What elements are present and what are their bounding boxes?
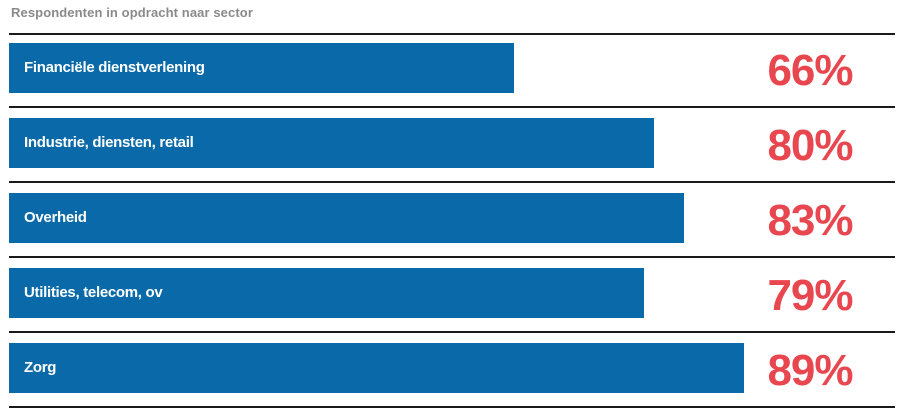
bar [9, 343, 744, 393]
bar-label: Financiële dienstverlening [24, 59, 205, 76]
bar [9, 118, 654, 168]
bar-label: Zorg [24, 359, 57, 376]
value-label: 66% [767, 46, 853, 95]
bar [9, 43, 514, 93]
value-label: 89% [767, 346, 853, 395]
bar-label: Utilities, telecom, ov [24, 284, 163, 301]
bar [9, 193, 684, 243]
row-divider [9, 181, 895, 183]
row-divider [9, 331, 895, 333]
value-label: 79% [767, 271, 853, 320]
row-divider [9, 33, 895, 35]
row-divider [9, 256, 895, 258]
row-divider [9, 106, 895, 108]
bar [9, 268, 644, 318]
value-label: 80% [767, 121, 853, 170]
row-divider [9, 406, 895, 408]
chart-subtitle: Respondenten in opdracht naar sector [11, 5, 253, 20]
bar-label: Industrie, diensten, retail [24, 134, 194, 151]
value-label: 83% [767, 196, 853, 245]
bar-label: Overheid [24, 209, 87, 226]
